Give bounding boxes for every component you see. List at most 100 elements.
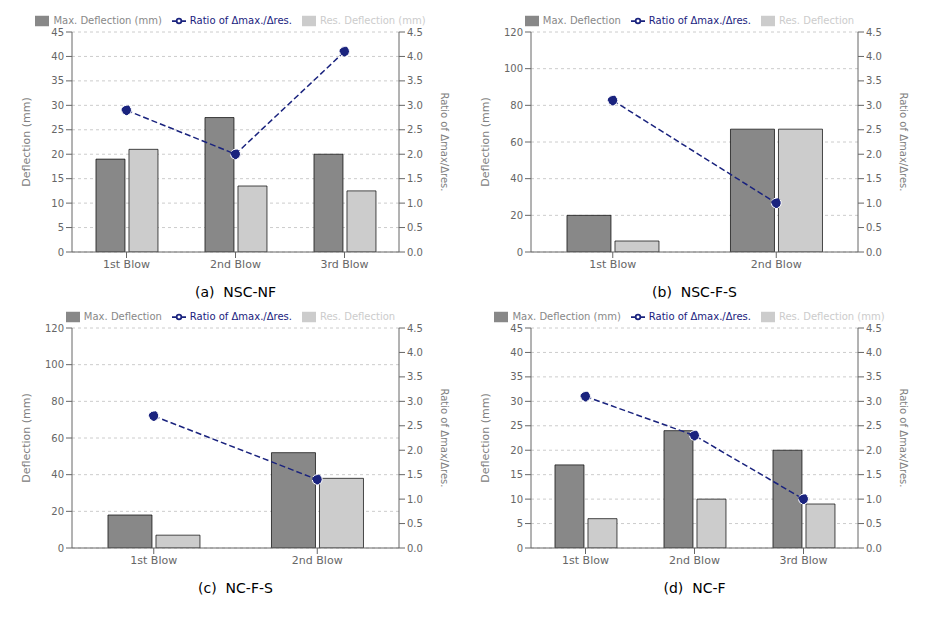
svg-text:25: 25: [51, 124, 64, 135]
svg-text:20: 20: [51, 506, 64, 517]
svg-text:3.5: 3.5: [866, 75, 882, 86]
svg-text:2nd Blow: 2nd Blow: [292, 554, 343, 567]
svg-text:3rd Blow: 3rd Blow: [779, 554, 827, 567]
svg-text:3.0: 3.0: [407, 100, 423, 111]
svg-text:2.0: 2.0: [407, 149, 423, 160]
svg-text:0.5: 0.5: [866, 518, 882, 529]
svg-text:10: 10: [51, 198, 64, 209]
svg-text:4.5: 4.5: [866, 323, 882, 334]
svg-text:2.0: 2.0: [866, 445, 882, 456]
svg-text:Deflection (mm): Deflection (mm): [20, 97, 33, 187]
svg-text:35: 35: [51, 75, 64, 86]
svg-text:35: 35: [510, 371, 523, 382]
svg-text:4.0: 4.0: [866, 347, 882, 358]
svg-text:0.5: 0.5: [407, 222, 423, 233]
svg-text:15: 15: [51, 173, 64, 184]
svg-text:40: 40: [510, 173, 523, 184]
svg-text:4.5: 4.5: [407, 27, 423, 38]
svg-text:2.0: 2.0: [407, 445, 423, 456]
svg-text:1.5: 1.5: [866, 469, 882, 480]
svg-text:3rd Blow: 3rd Blow: [320, 258, 368, 271]
svg-text:100: 100: [45, 359, 64, 370]
svg-text:1.5: 1.5: [407, 173, 423, 184]
svg-text:5: 5: [517, 518, 523, 529]
svg-text:20: 20: [51, 149, 64, 160]
svg-text:Ratio of Δmax/Δres.: Ratio of Δmax/Δres.: [439, 389, 450, 488]
svg-text:3.5: 3.5: [866, 371, 882, 382]
svg-text:40: 40: [51, 51, 64, 62]
svg-text:2nd Blow: 2nd Blow: [210, 258, 261, 271]
svg-text:20: 20: [510, 445, 523, 456]
html-text:Max. Deflection (mm): Max. Deflection (mm): [53, 15, 162, 26]
svg-text:4.5: 4.5: [407, 323, 423, 334]
svg-text:0: 0: [58, 247, 64, 258]
svg-text:3.5: 3.5: [407, 75, 423, 86]
svg-text:45: 45: [510, 323, 523, 334]
svg-text:1.0: 1.0: [407, 494, 423, 505]
svg-text:2nd Blow: 2nd Blow: [669, 554, 720, 567]
svg-text:1st Blow: 1st Blow: [589, 258, 636, 271]
svg-text:Deflection (mm): Deflection (mm): [479, 97, 492, 187]
svg-text:2.5: 2.5: [866, 124, 882, 135]
html-text:Max. Deflection: Max. Deflection: [542, 15, 621, 26]
svg-text:0.5: 0.5: [407, 518, 423, 529]
svg-text:Ratio of Δmax/Δres.: Ratio of Δmax/Δres.: [898, 389, 909, 488]
svg-text:1.5: 1.5: [866, 173, 882, 184]
svg-text:40: 40: [510, 347, 523, 358]
svg-text:0.5: 0.5: [866, 222, 882, 233]
svg-text:30: 30: [51, 100, 64, 111]
svg-text:Ratio of Δmax/Δres.: Ratio of Δmax/Δres.: [439, 93, 450, 192]
svg-text:5: 5: [58, 222, 64, 233]
svg-text:3.5: 3.5: [407, 371, 423, 382]
svg-text:45: 45: [51, 27, 64, 38]
svg-text:0: 0: [517, 247, 523, 258]
svg-text:2.5: 2.5: [407, 420, 423, 431]
svg-text:0: 0: [58, 543, 64, 554]
svg-text:1.0: 1.0: [866, 198, 882, 209]
svg-text:0.0: 0.0: [866, 247, 882, 258]
svg-text:30: 30: [510, 396, 523, 407]
svg-text:2.5: 2.5: [407, 124, 423, 135]
svg-text:40: 40: [51, 469, 64, 480]
svg-text:25: 25: [510, 420, 523, 431]
svg-text:1.0: 1.0: [407, 198, 423, 209]
svg-text:80: 80: [51, 396, 64, 407]
svg-text:0: 0: [517, 543, 523, 554]
svg-text:120: 120: [504, 27, 523, 38]
svg-text:3.0: 3.0: [407, 396, 423, 407]
svg-text:3.0: 3.0: [866, 100, 882, 111]
svg-text:10: 10: [510, 494, 523, 505]
svg-text:0.0: 0.0: [407, 247, 423, 258]
svg-text:20: 20: [510, 210, 523, 221]
svg-text:100: 100: [504, 63, 523, 74]
svg-text:4.0: 4.0: [407, 51, 423, 62]
svg-text:80: 80: [510, 100, 523, 111]
svg-text:0.0: 0.0: [866, 543, 882, 554]
svg-text:2.5: 2.5: [866, 420, 882, 431]
svg-text:2nd Blow: 2nd Blow: [751, 258, 802, 271]
svg-text:1st Blow: 1st Blow: [103, 258, 150, 271]
svg-text:4.0: 4.0: [866, 51, 882, 62]
svg-text:Deflection (mm): Deflection (mm): [479, 393, 492, 483]
html-text:(a) NSC-NF: (a) NSC-NF: [194, 284, 277, 300]
html-text:(b) NSC-F-S: (b) NSC-F-S: [652, 284, 737, 300]
svg-text:1.5: 1.5: [407, 469, 423, 480]
html-text:(d) NC-F: (d) NC-F: [663, 580, 726, 596]
svg-text:Deflection (mm): Deflection (mm): [20, 393, 33, 483]
svg-text:2.0: 2.0: [866, 149, 882, 160]
svg-text:1.0: 1.0: [866, 494, 882, 505]
html-text:(c) NC-F-S: (c) NC-F-S: [198, 580, 273, 596]
svg-text:60: 60: [510, 137, 523, 148]
html-text:Res. Deflection (mm): Res. Deflection (mm): [320, 15, 426, 26]
html-text:Ratio of Δmax./Δres.: Ratio of Δmax./Δres.: [189, 15, 292, 26]
svg-text:15: 15: [510, 469, 523, 480]
svg-text:1st Blow: 1st Blow: [562, 554, 609, 567]
svg-text:Ratio of Δmax/Δres.: Ratio of Δmax/Δres.: [898, 93, 909, 192]
svg-text:0.0: 0.0: [407, 543, 423, 554]
svg-text:3.0: 3.0: [866, 396, 882, 407]
svg-text:60: 60: [51, 433, 64, 444]
svg-text:4.5: 4.5: [866, 27, 882, 38]
svg-text:120: 120: [45, 323, 64, 334]
svg-text:1st Blow: 1st Blow: [130, 554, 177, 567]
svg-text:4.0: 4.0: [407, 347, 423, 358]
